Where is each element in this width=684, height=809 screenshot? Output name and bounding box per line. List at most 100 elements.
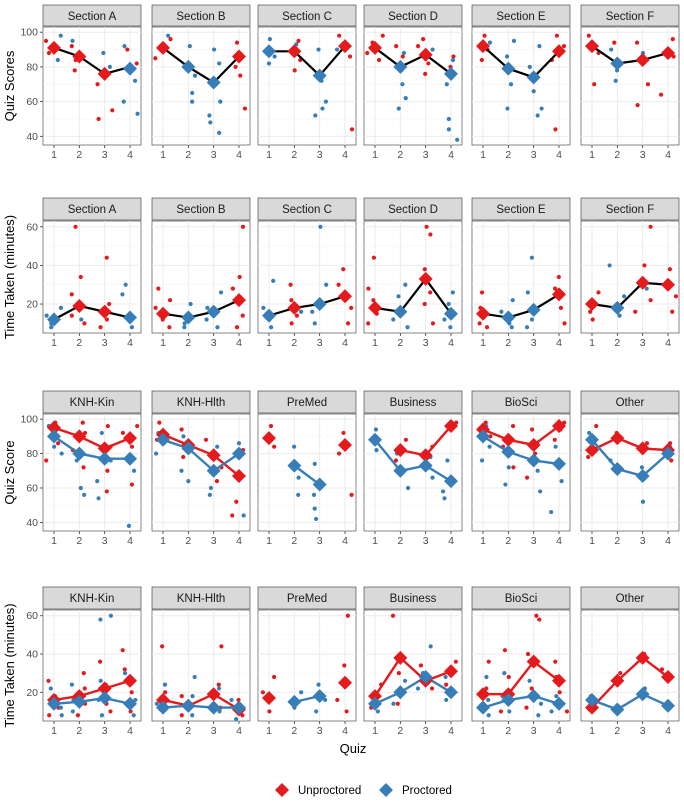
mean-marker-proctored — [526, 70, 541, 85]
panel-3-1: KNH-Kin 1 2 3 4 — [42, 390, 142, 547]
data-point-unproctored — [594, 423, 599, 429]
facet-strip-label: Section F — [606, 11, 655, 23]
facet-strip-label: Section F — [606, 204, 655, 216]
legend-label-proctored: Proctored — [402, 785, 452, 797]
mean-marker-proctored — [232, 446, 246, 461]
data-point-proctored — [559, 479, 564, 484]
mean-marker-proctored — [526, 453, 541, 468]
data-point-proctored — [162, 682, 168, 687]
data-point-unproctored — [271, 674, 277, 680]
mean-marker-proctored — [476, 700, 490, 715]
mean-line-unproctored — [482, 425, 560, 447]
data-point-unproctored — [642, 263, 647, 268]
facet-strip — [257, 4, 357, 27]
data-point-proctored — [323, 99, 329, 104]
data-point-proctored — [554, 694, 559, 699]
data-point-unproctored — [415, 43, 421, 49]
facet-strip-label: Section D — [388, 11, 438, 23]
data-point-proctored — [430, 475, 435, 480]
mean-line-proctored — [293, 464, 321, 486]
data-point-proctored — [312, 321, 317, 326]
facet-strip-label: Section B — [176, 204, 226, 216]
mean-marker-unproctored — [262, 691, 276, 706]
x-tick-label: 4 — [127, 337, 133, 349]
data-point-proctored — [186, 479, 191, 484]
data-point-unproctored — [292, 68, 297, 73]
mean-line-unproctored — [53, 426, 131, 450]
data-point-proctored — [510, 298, 515, 303]
mean-line-unproctored — [591, 436, 669, 452]
mean-marker-proctored — [287, 694, 302, 709]
data-point-proctored — [535, 113, 540, 118]
panel-4-5: BioSci 1 2 3 4 — [471, 586, 571, 737]
data-point-unproctored — [134, 61, 139, 66]
data-point-unproctored — [556, 274, 561, 280]
mean-marker-proctored — [181, 59, 196, 74]
data-point-unproctored — [341, 430, 346, 436]
data-point-unproctored — [337, 33, 342, 38]
mean-marker-proctored — [393, 59, 408, 74]
x-tick-label: 1 — [266, 149, 272, 161]
x-tick-label: 1 — [480, 337, 486, 349]
mean-marker-unproctored — [262, 431, 276, 446]
x-tick-label: 4 — [665, 725, 671, 737]
overall-mean-line — [269, 45, 346, 78]
data-point-unproctored — [421, 37, 426, 42]
x-axis-title: Quiz — [340, 741, 367, 756]
data-point-unproctored — [529, 686, 534, 691]
data-point-unproctored — [554, 33, 559, 38]
mean-marker-proctored — [97, 691, 112, 706]
data-point-unproctored — [645, 82, 651, 87]
mean-marker-unproctored — [476, 39, 490, 54]
data-point-proctored — [296, 475, 301, 480]
mean-marker-proctored — [610, 300, 625, 315]
data-point-proctored — [120, 292, 125, 297]
data-point-proctored — [539, 106, 544, 111]
x-tick-label: 3 — [211, 535, 217, 547]
data-point-unproctored — [479, 57, 484, 63]
mean-marker-unproctored — [552, 44, 566, 59]
data-point-unproctored — [426, 61, 431, 66]
data-point-unproctored — [75, 713, 81, 718]
data-point-unproctored — [347, 54, 353, 59]
mean-marker-unproctored — [123, 431, 137, 446]
mean-marker-proctored — [610, 702, 625, 717]
data-point-unproctored — [506, 674, 511, 680]
x-tick-label: 4 — [448, 337, 454, 349]
mean-marker-proctored — [501, 61, 516, 76]
overall-mean-line — [591, 45, 669, 65]
x-tick-label: 1 — [480, 535, 486, 547]
data-point-unproctored — [156, 286, 161, 291]
data-point-proctored — [48, 686, 53, 691]
data-point-proctored — [503, 482, 508, 487]
data-point-unproctored — [390, 613, 396, 618]
data-point-unproctored — [289, 321, 294, 326]
overall-mean-line — [53, 46, 131, 76]
x-tick-label: 2 — [397, 725, 403, 737]
data-point-unproctored — [341, 267, 346, 272]
x-tick-label: 1 — [266, 337, 272, 349]
data-point-proctored — [529, 317, 535, 322]
data-point-unproctored — [240, 224, 246, 229]
x-tick-label: 1 — [589, 535, 595, 547]
facet-strip-label: Section C — [282, 11, 332, 23]
facet-strip — [42, 197, 142, 221]
data-point-unproctored — [479, 290, 485, 295]
data-point-proctored — [122, 43, 127, 49]
data-point-proctored — [617, 313, 622, 318]
mean-marker-unproctored — [156, 692, 170, 707]
data-point-proctored — [506, 465, 511, 470]
data-point-unproctored — [669, 458, 674, 463]
facet-strip — [42, 4, 142, 27]
mean-marker-unproctored — [552, 287, 566, 302]
data-point-unproctored — [153, 56, 158, 61]
data-point-proctored — [535, 468, 540, 473]
mean-marker-proctored — [368, 696, 382, 711]
data-point-unproctored — [219, 644, 224, 649]
data-point-unproctored — [73, 224, 78, 229]
data-point-proctored — [538, 701, 544, 706]
mean-marker-unproctored — [97, 681, 112, 696]
data-point-unproctored — [163, 690, 168, 695]
facet-strip — [257, 197, 357, 221]
data-point-unproctored — [120, 648, 125, 653]
